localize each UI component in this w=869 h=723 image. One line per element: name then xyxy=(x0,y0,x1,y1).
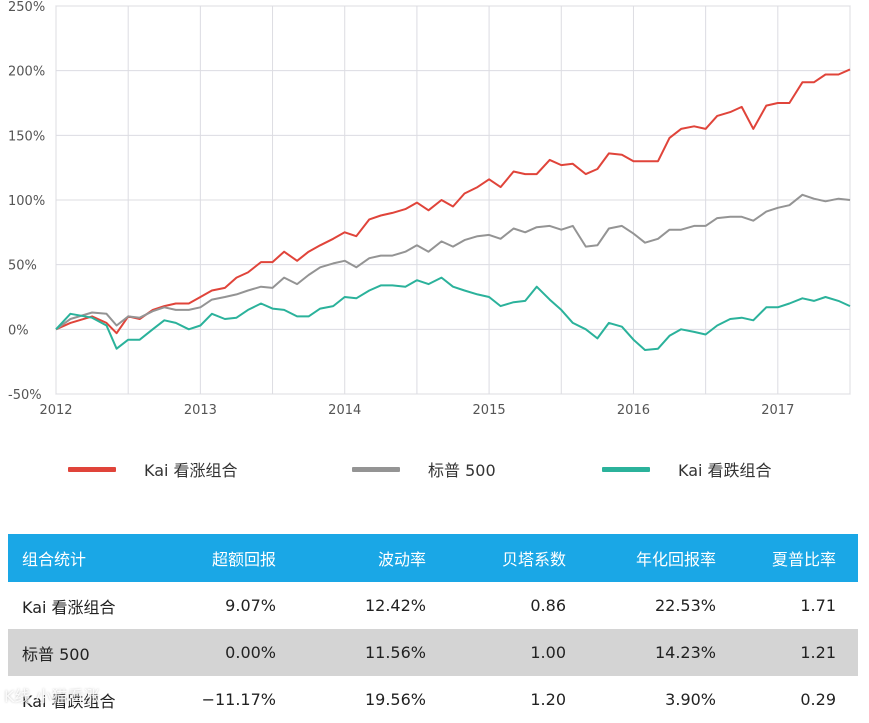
header-portfolio: 组合统计 xyxy=(8,534,158,582)
header-sharpe: 夏普比率 xyxy=(738,534,858,582)
x-tick-label: 2012 xyxy=(39,403,72,418)
y-tick-label: 150% xyxy=(8,129,45,144)
cell-beta: 1.00 xyxy=(448,629,588,676)
header-volatility: 波动率 xyxy=(298,534,448,582)
cell-excess-return: 0.00% xyxy=(158,629,298,676)
legend-swatch-bear xyxy=(602,466,650,472)
y-tick-label: 0% xyxy=(8,323,29,338)
cell-annual-return: 14.23% xyxy=(588,629,738,676)
chart-grid xyxy=(55,5,851,395)
legend-label-bull: Kai 看涨组合 xyxy=(144,461,238,480)
legend-swatch-bull xyxy=(68,466,116,472)
cell-annual-return: 22.53% xyxy=(588,582,738,629)
y-tick-label: 250% xyxy=(8,0,45,15)
returns-line-chart: 250% 200% 150% 100% 50% 0% -50%2012 2013 2014 201… xyxy=(8,0,851,418)
header-excess-return: 超额回报 xyxy=(158,534,298,582)
table-row: Kai 看跌组合 −11.17% 19.56% 1.20 3.90% 0.29 xyxy=(8,676,858,723)
legend-item-sp500: 标普 500 xyxy=(352,452,496,486)
legend-label-bear: Kai 看跌组合 xyxy=(678,461,772,480)
cell-excess-return: 9.07% xyxy=(158,582,298,629)
legend-swatch-sp500 xyxy=(352,466,400,472)
series-line-bear xyxy=(55,276,851,351)
y-tick-label: -50% xyxy=(8,388,42,403)
cell-excess-return: −11.17% xyxy=(158,676,298,723)
cell-volatility: 11.56% xyxy=(298,629,448,676)
legend-label-sp500: 标普 500 xyxy=(428,461,496,480)
cell-beta: 0.86 xyxy=(448,582,588,629)
x-tick-label: 2015 xyxy=(473,403,506,418)
cell-sharpe: 1.21 xyxy=(738,629,858,676)
x-tick-label: 2014 xyxy=(328,403,361,418)
table-row: Kai 看涨组合 9.07% 12.42% 0.86 22.53% 1.71 xyxy=(8,582,858,629)
table-header-row: 组合统计 超额回报 波动率 贝塔系数 年化回报率 夏普比率 xyxy=(8,534,858,582)
y-tick-label: 50% xyxy=(8,259,37,274)
chart-legend: Kai 看涨组合 标普 500 Kai 看跌组合 xyxy=(0,452,869,486)
x-tick-label: 2016 xyxy=(617,403,650,418)
y-tick-label: 200% xyxy=(8,65,45,80)
cell-portfolio: Kai 看涨组合 xyxy=(8,582,158,629)
series-line-sp500 xyxy=(55,193,851,331)
watermark: K线 小猫看涨 xyxy=(4,687,100,706)
cell-volatility: 19.56% xyxy=(298,676,448,723)
series-line-bull xyxy=(55,68,851,335)
legend-item-bull: Kai 看涨组合 xyxy=(68,452,238,486)
x-tick-label: 2017 xyxy=(761,403,794,418)
cell-portfolio: 标普 500 xyxy=(8,629,158,676)
cell-sharpe: 1.71 xyxy=(738,582,858,629)
portfolio-stats-table: 组合统计 超额回报 波动率 贝塔系数 年化回报率 夏普比率 Kai 看涨组合 9… xyxy=(8,534,858,723)
cell-beta: 1.20 xyxy=(448,676,588,723)
table-row: 标普 500 0.00% 11.56% 1.00 14.23% 1.21 xyxy=(8,629,858,676)
chart-ticks: 250% 200% 150% 100% 50% 0% -50%2012 2013 2014 201… xyxy=(8,0,794,418)
y-tick-label: 100% xyxy=(8,194,45,209)
cell-annual-return: 3.90% xyxy=(588,676,738,723)
header-annual-return: 年化回报率 xyxy=(588,534,738,582)
legend-item-bear: Kai 看跌组合 xyxy=(602,452,772,486)
chart-lines xyxy=(55,68,851,351)
x-tick-label: 2013 xyxy=(184,403,217,418)
header-beta: 贝塔系数 xyxy=(448,534,588,582)
cell-volatility: 12.42% xyxy=(298,582,448,629)
cell-sharpe: 0.29 xyxy=(738,676,858,723)
